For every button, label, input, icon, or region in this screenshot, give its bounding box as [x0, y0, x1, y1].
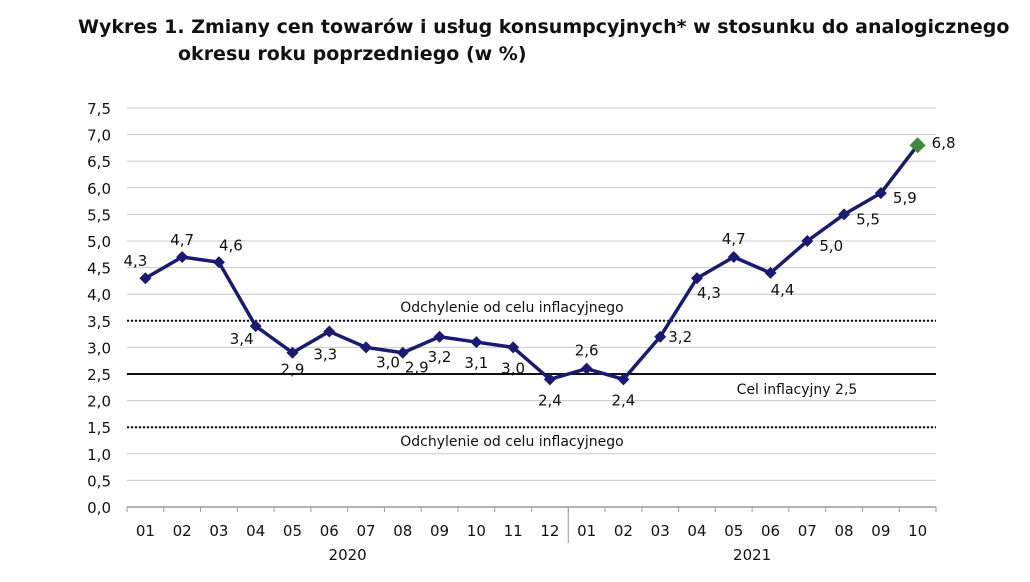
x-tick-label: 06 — [320, 522, 339, 540]
data-label: 4,6 — [219, 236, 243, 254]
x-tick-label: 02 — [614, 522, 633, 540]
x-tick-label: 03 — [209, 522, 228, 540]
y-tick-label: 6,5 — [87, 153, 111, 171]
x-tick-label: 09 — [871, 522, 890, 540]
data-label: 6,8 — [932, 134, 956, 152]
data-label: 3,2 — [668, 328, 692, 346]
data-point — [838, 208, 851, 221]
x-tick-label: 07 — [356, 522, 375, 540]
data-label: 4,7 — [170, 231, 194, 249]
x-tick-label: 09 — [430, 522, 449, 540]
data-label: 4,4 — [771, 281, 795, 299]
data-label: 3,1 — [464, 354, 488, 372]
x-tick-label: 01 — [136, 522, 155, 540]
x-tick-label: 10 — [467, 522, 486, 540]
data-point — [580, 362, 593, 375]
data-point — [801, 235, 814, 247]
y-tick-label: 1,0 — [87, 446, 111, 464]
data-point — [212, 256, 225, 269]
data-label: 4,7 — [722, 230, 746, 248]
x-tick-label: 03 — [651, 522, 670, 540]
data-label: 5,9 — [893, 189, 917, 207]
y-tick-label: 3,5 — [87, 313, 111, 331]
x-tick-label: 06 — [761, 522, 780, 540]
x-tick-label: 12 — [540, 522, 559, 540]
data-label: 5,5 — [856, 210, 880, 228]
data-point — [909, 137, 926, 154]
data-label: 3,3 — [313, 345, 337, 363]
y-tick-label: 5,0 — [87, 233, 111, 251]
data-label: 3,2 — [428, 348, 452, 366]
data-point — [323, 325, 336, 338]
y-tick-label: 6,0 — [87, 180, 111, 198]
data-point — [654, 330, 667, 343]
x-tick-label: 07 — [798, 522, 817, 540]
data-label: 3,4 — [230, 330, 254, 348]
y-tick-label: 2,5 — [87, 366, 111, 384]
data-point — [470, 336, 483, 349]
data-point — [249, 320, 262, 333]
y-tick-label: 4,0 — [87, 286, 111, 304]
y-tick-label: 4,5 — [87, 260, 111, 278]
x-tick-label: 10 — [908, 522, 927, 540]
x-tick-label: 04 — [687, 522, 706, 540]
title-line-1: Wykres 1. Zmiany cen towarów i usług kon… — [78, 16, 1010, 38]
data-label: 2,4 — [538, 391, 562, 409]
x-group-label: 2021 — [733, 546, 771, 564]
data-label: 4,3 — [123, 252, 147, 270]
x-tick-label: 01 — [577, 522, 596, 540]
data-label: 3,0 — [501, 359, 525, 377]
data-label: 4,3 — [697, 284, 721, 302]
y-tick-label: 7,0 — [87, 127, 111, 145]
x-tick-label: 05 — [283, 522, 302, 540]
reference-line-label: Cel inflacyjny 2,5 — [737, 382, 858, 398]
reference-line-label: Odchylenie od celu inflacyjnego — [400, 434, 624, 450]
y-tick-label: 3,0 — [87, 339, 111, 357]
data-label: 5,0 — [819, 237, 843, 255]
data-point — [286, 346, 299, 359]
data-point — [764, 266, 777, 279]
reference-line-label: Odchylenie od celu inflacyjnego — [400, 300, 624, 316]
x-tick-label: 05 — [724, 522, 743, 540]
data-point — [617, 373, 630, 386]
data-point — [543, 373, 556, 386]
x-tick-label: 08 — [393, 522, 412, 540]
data-label: 2,4 — [612, 391, 636, 409]
data-point — [507, 341, 520, 354]
data-label: 2,6 — [575, 342, 599, 360]
data-point — [727, 250, 740, 263]
data-point — [690, 272, 703, 285]
x-tick-label: 04 — [246, 522, 265, 540]
y-tick-label: 0,5 — [87, 472, 111, 490]
x-tick-label: 11 — [504, 522, 523, 540]
y-tick-label: 1,5 — [87, 419, 111, 437]
data-point — [139, 272, 152, 285]
y-tick-label: 2,0 — [87, 393, 111, 411]
data-point — [396, 346, 409, 359]
data-point — [360, 341, 373, 354]
data-point — [433, 330, 446, 343]
series-line — [144, 144, 920, 382]
y-tick-label: 5,5 — [87, 206, 111, 224]
data-label: 2,9 — [405, 359, 429, 377]
y-tick-label: 7,5 — [87, 100, 111, 118]
x-group-label: 2020 — [329, 546, 367, 564]
data-label: 2,9 — [281, 361, 305, 379]
data-point — [874, 187, 887, 200]
title-line-2: okresu roku poprzedniego (w %) — [178, 43, 527, 65]
y-tick-label: 0,0 — [87, 499, 111, 517]
x-tick-label: 08 — [835, 522, 854, 540]
x-tick-label: 02 — [173, 522, 192, 540]
data-label: 3,0 — [376, 353, 400, 371]
data-point — [176, 250, 189, 263]
